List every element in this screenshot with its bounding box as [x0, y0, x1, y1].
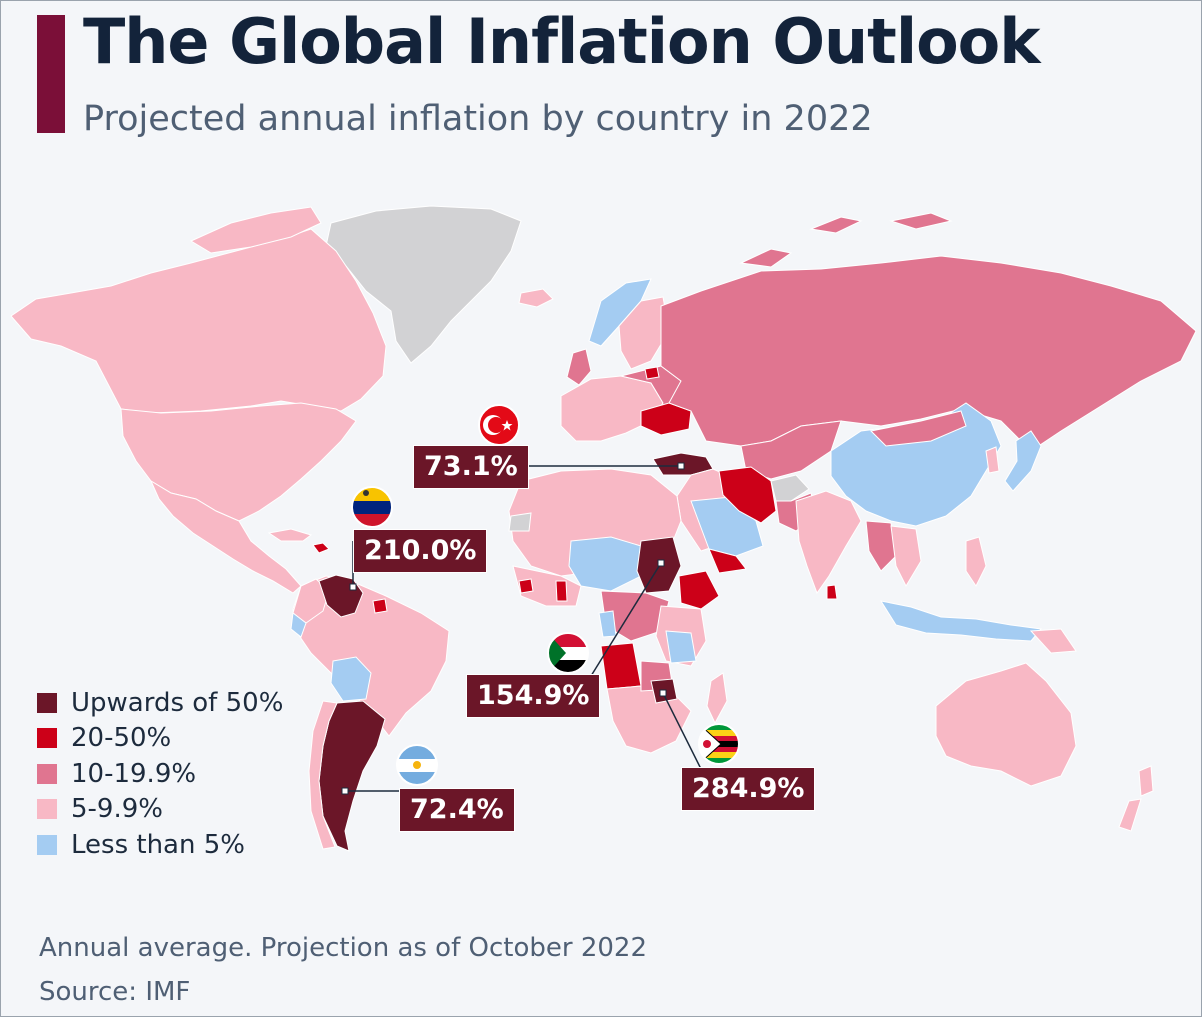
country-mexico: [149, 479, 302, 594]
turkey-inflation-callout: 73.1%: [413, 445, 529, 489]
legend-item-less-5: Less than 5%: [37, 827, 283, 863]
country-iceland: [518, 288, 554, 308]
country-estonia: [644, 366, 660, 380]
venezuela-marker: [349, 583, 357, 591]
legend-item-20-50: 20-50%: [37, 721, 283, 757]
footnote-text: Annual average. Projection as of October…: [39, 933, 647, 963]
zimbabwe-leader-line: [662, 692, 702, 770]
legend-label: 5-9.9%: [71, 794, 163, 825]
country-uk: [566, 348, 592, 386]
argentina-inflation-callout: 72.4%: [399, 788, 515, 832]
country-sri-lanka: [826, 584, 838, 600]
country-sierra-leone: [518, 578, 534, 594]
venezuela-inflation-callout: 210.0%: [353, 529, 488, 573]
zimbabwe-marker: [659, 689, 667, 697]
legend-label: 10-19.9%: [71, 758, 197, 789]
country-indonesia: [879, 600, 1042, 642]
turkey-marker: [677, 462, 685, 470]
page-title: The Global Inflation Outlook: [83, 5, 1040, 78]
sudan-leader-line: [590, 562, 662, 677]
country-bolivia: [330, 656, 372, 702]
country-chile: [308, 700, 338, 850]
country-russia: [660, 255, 1197, 452]
turkey-flag-icon: [478, 404, 520, 446]
country-canada: [10, 228, 387, 414]
country-korea: [985, 446, 1000, 474]
country-thailand: [890, 525, 922, 588]
country-russia-islands: [739, 212, 953, 268]
country-cuba: [267, 528, 313, 542]
sudan-inflation-callout: 154.9%: [466, 674, 601, 718]
country-philippines: [965, 536, 987, 587]
country-niger-chad: [568, 536, 642, 592]
venezuela-flag-icon: [351, 486, 393, 528]
country-usa: [120, 402, 357, 522]
country-new-zealand: [1118, 765, 1154, 832]
argentina-flag-icon: [396, 744, 438, 786]
country-japan: [1004, 430, 1042, 492]
argentina-marker: [341, 787, 349, 795]
legend-item-5-9: 5-9.9%: [37, 792, 283, 828]
legend-item-upwards-50: Upwards of 50%: [37, 685, 283, 721]
country-ghana: [555, 580, 568, 602]
country-mongolia: [869, 410, 967, 447]
zimbabwe-inflation-callout: 284.9%: [681, 767, 816, 811]
country-suriname: [372, 598, 388, 614]
country-yemen: [708, 548, 747, 574]
sudan-flag-icon: [547, 632, 589, 674]
country-brazil: [292, 575, 450, 737]
legend-swatch: [37, 834, 57, 855]
country-afghanistan: [770, 474, 810, 502]
country-myanmar: [865, 520, 897, 572]
source-text: Source: IMF: [39, 977, 191, 1007]
legend-label: 20-50%: [71, 723, 172, 754]
zimbabwe-flag-icon: [698, 723, 740, 765]
country-greenland: [325, 205, 522, 364]
legend-label: Upwards of 50%: [71, 687, 284, 718]
country-congo: [598, 610, 617, 638]
legend-label: Less than 5%: [71, 829, 245, 860]
country-australia: [935, 662, 1077, 787]
country-sweden-finland: [618, 296, 670, 370]
country-tanzania: [665, 630, 697, 664]
country-madagascar: [706, 672, 728, 725]
country-haiti: [312, 542, 330, 554]
legend-swatch: [37, 692, 57, 713]
country-western-europe: [560, 375, 664, 442]
country-western-sahara: [508, 512, 532, 532]
country-ethiopia: [678, 570, 720, 610]
country-india: [795, 490, 862, 595]
title-accent-bar: [37, 15, 65, 133]
map-legend: Upwards of 50% 20-50% 10-19.9% 5-9.9% Le…: [37, 685, 283, 863]
page-subtitle: Projected annual inflation by country in…: [83, 99, 873, 139]
sudan-marker: [657, 559, 665, 567]
country-ecuador: [290, 612, 307, 638]
legend-swatch: [37, 728, 57, 749]
country-papua-new-guinea: [1029, 628, 1077, 654]
country-southern-africa: [606, 685, 692, 754]
legend-swatch: [37, 763, 57, 784]
legend-swatch: [37, 799, 57, 820]
country-canada-islands: [189, 206, 322, 254]
country-iran: [718, 466, 777, 524]
legend-item-10-19: 10-19.9%: [37, 756, 283, 792]
